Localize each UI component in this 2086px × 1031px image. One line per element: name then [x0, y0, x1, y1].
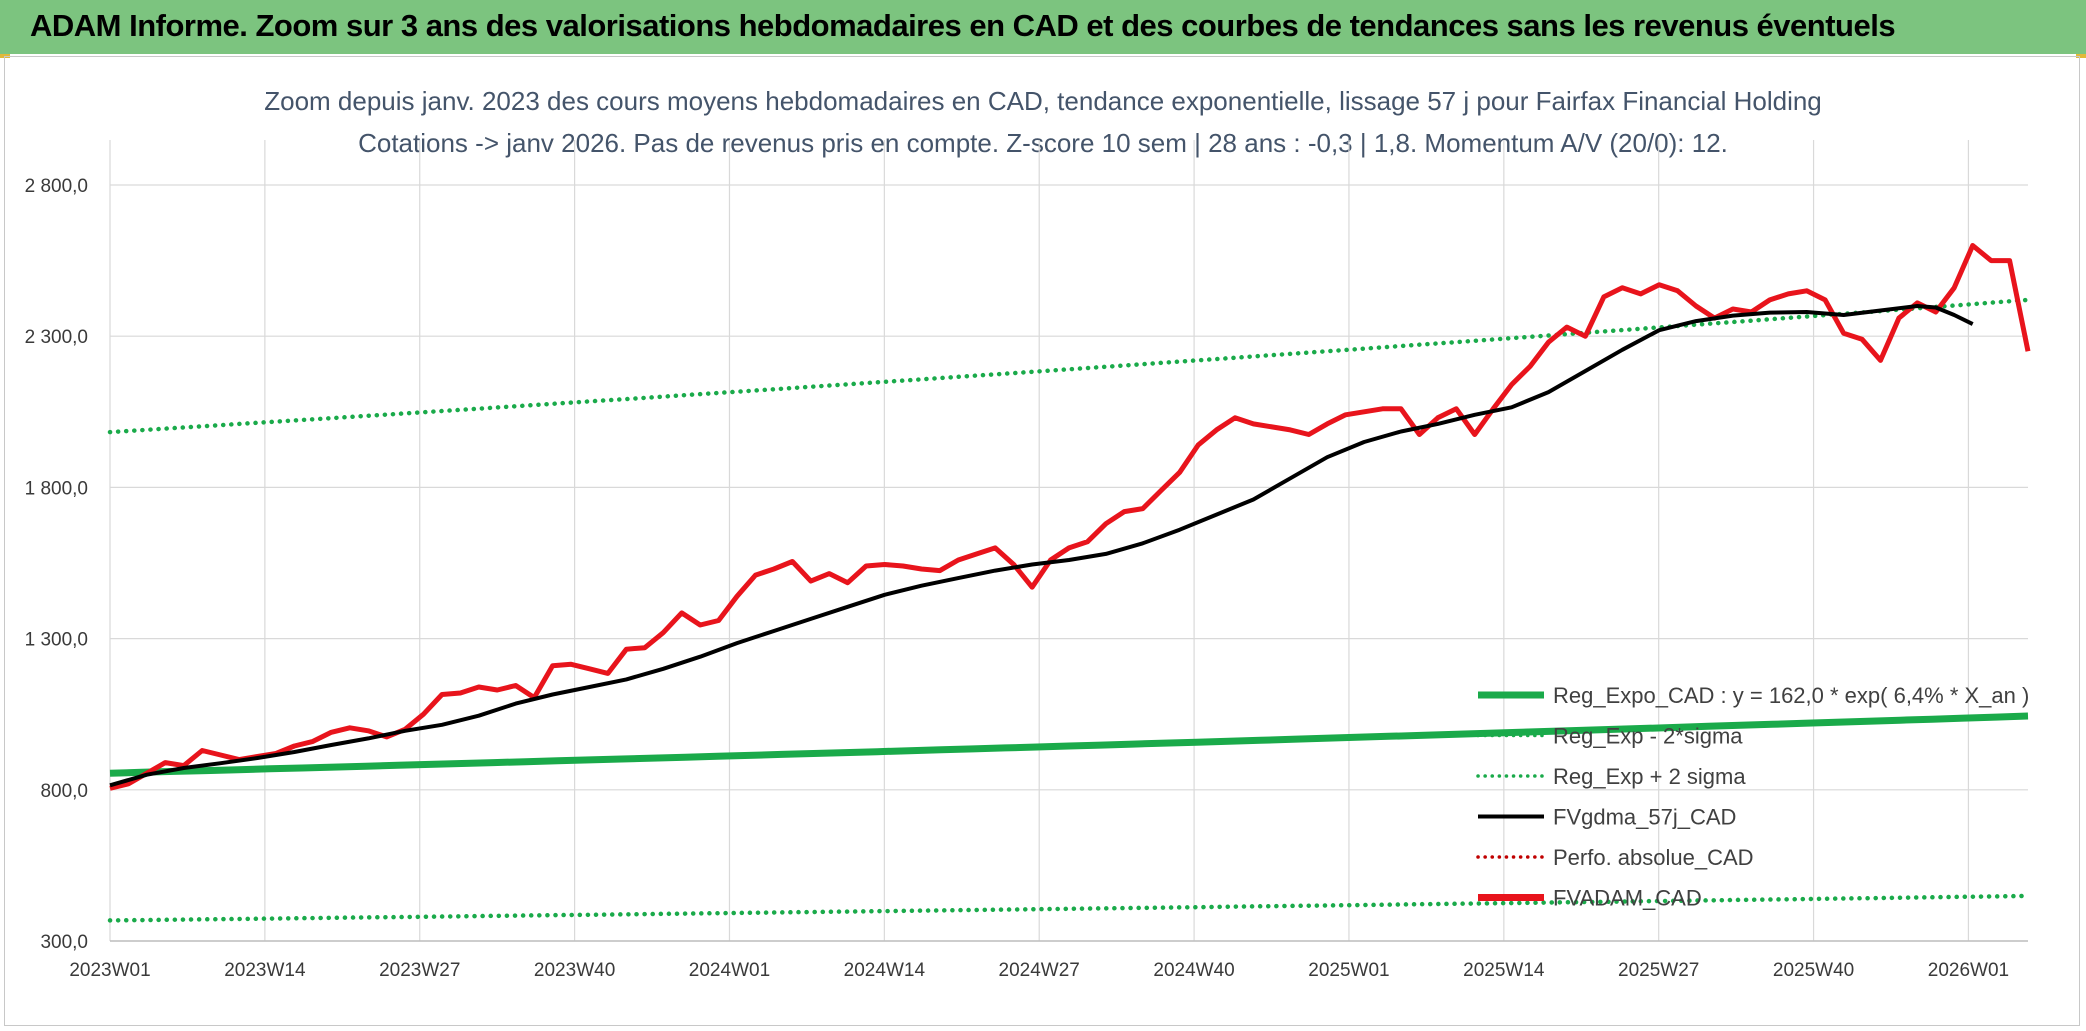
chart-title-line1: Zoom depuis janv. 2023 des cours moyens …: [264, 86, 1822, 116]
fvadam-price-line: [109, 243, 2031, 791]
y-tick-label: 800,0: [40, 781, 88, 802]
x-tick-label: 2024W40: [1153, 960, 1234, 981]
chart-title-line2: Cotations -> janv 2026. Pas de revenus p…: [358, 128, 1728, 158]
legend-label: FVgdma_57j_CAD: [1553, 805, 1736, 830]
reg-lower-2sigma-line: [107, 893, 2031, 923]
x-tick-label: 2026W01: [1928, 960, 2009, 981]
series-layer: [107, 243, 2031, 923]
grid: [109, 140, 2028, 942]
y-axis-ticks: 300,0 800,0 1 300,0 1 800,0 2 300,0 2 800,0: [25, 176, 88, 953]
y-tick-label: 2 800,0: [25, 176, 88, 197]
y-tick-label: 2 300,0: [25, 327, 88, 348]
legend-label: Reg_Exp + 2 sigma: [1553, 764, 1746, 789]
legend-label: FVADAM_CAD: [1553, 886, 1702, 911]
x-tick-label: 2023W01: [69, 960, 150, 981]
chart-border: [4, 56, 2080, 1026]
x-tick-label: 2023W40: [534, 960, 615, 981]
legend-label: Perfo. absolue_CAD: [1553, 845, 1754, 870]
reg-expo-line: [109, 712, 2029, 777]
fvgdma-57j-line: [109, 304, 1974, 788]
legend-label: Reg_Exp - 2*sigma: [1553, 724, 1743, 749]
y-tick-label: 1 300,0: [25, 630, 88, 651]
x-tick-label: 2025W14: [1463, 960, 1545, 981]
y-tick-label: 1 800,0: [25, 478, 88, 499]
x-tick-label: 2025W40: [1773, 960, 1854, 981]
report-title: ADAM Informe. Zoom sur 3 ans des valoris…: [30, 8, 1896, 43]
legend-label: Reg_Expo_CAD : y = 162,0 * exp( 6,4% * X…: [1553, 683, 2029, 708]
x-tick-label: 2024W14: [844, 960, 926, 981]
y-tick-label: 300,0: [40, 932, 88, 953]
x-tick-label: 2025W01: [1308, 960, 1389, 981]
x-axis-ticks: 2023W01 2023W14 2023W27 2023W40 2024W01 2024W…: [69, 960, 2009, 981]
legend: Reg_Expo_CAD : y = 162,0 * exp( 6,4% * X…: [1476, 683, 2029, 911]
x-tick-label: 2025W27: [1618, 960, 1699, 981]
x-tick-label: 2024W01: [689, 960, 770, 981]
x-tick-label: 2023W27: [379, 960, 460, 981]
reg-upper-2sigma-line: [107, 297, 2031, 435]
x-tick-label: 2023W14: [224, 960, 306, 981]
x-tick-label: 2024W27: [999, 960, 1080, 981]
report-banner: ADAM Informe. Zoom sur 3 ans des valoris…: [0, 0, 2086, 54]
banner-accent-right: [2076, 54, 2086, 58]
